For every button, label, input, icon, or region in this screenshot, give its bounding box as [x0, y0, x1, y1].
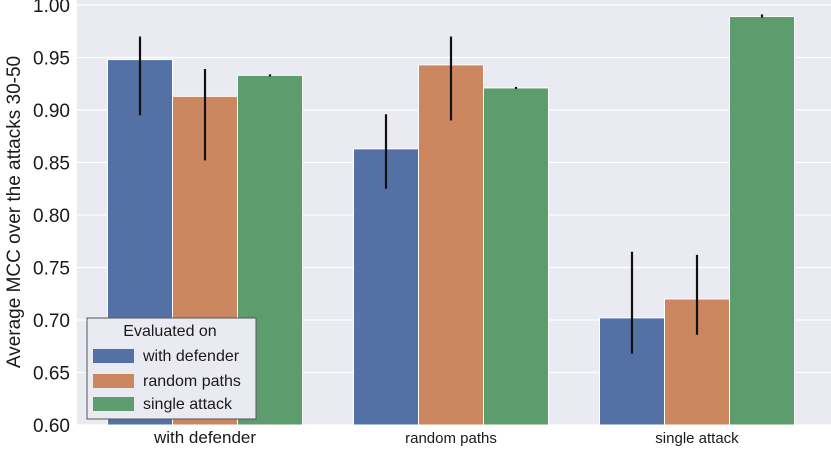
bar-single-attack-random-paths [483, 87, 549, 426]
legend-entry-0: with defender [142, 348, 240, 365]
bar-with-defender-random-paths [353, 148, 419, 426]
y-tick-label: 0.65 [33, 364, 70, 385]
legend-entry-1: random paths [143, 373, 241, 390]
y-axis-label: Average MCC over the attacks 30-50 [4, 56, 25, 368]
error-bars [138, 14, 764, 354]
legend-entry-2: single attack [143, 396, 233, 413]
legend-swatch-0 [93, 349, 134, 363]
y-tick-label: 0.75 [33, 259, 70, 280]
legend-swatch-1 [93, 374, 134, 388]
y-tick-label: 0.90 [33, 101, 70, 122]
legend-title: Evaluated on [123, 323, 216, 340]
y-tick-label: 0.85 [33, 154, 70, 175]
y-tick-label: 0.60 [33, 416, 70, 437]
y-tick-label: 0.80 [33, 206, 70, 227]
bar-single-attack-single-attack [729, 16, 795, 426]
x-tick-label: single attack [655, 430, 739, 447]
x-tick-label: with defender [153, 428, 256, 447]
legend-swatch-2 [93, 397, 134, 411]
y-tick-label: 0.70 [33, 311, 70, 332]
x-tick-label: random paths [405, 430, 497, 447]
legend: Evaluated on with defender random paths … [86, 317, 257, 420]
y-axis-ticks: 0.60 0.65 0.70 0.75 0.80 0.85 0.90 0.95 1.00 [33, 0, 70, 437]
bar-random-paths-random-paths [418, 64, 484, 426]
y-tick-label: 0.95 [33, 49, 70, 70]
y-tick-label: 1.00 [33, 0, 70, 17]
x-axis-ticks: with defender random paths single attack [153, 428, 739, 447]
